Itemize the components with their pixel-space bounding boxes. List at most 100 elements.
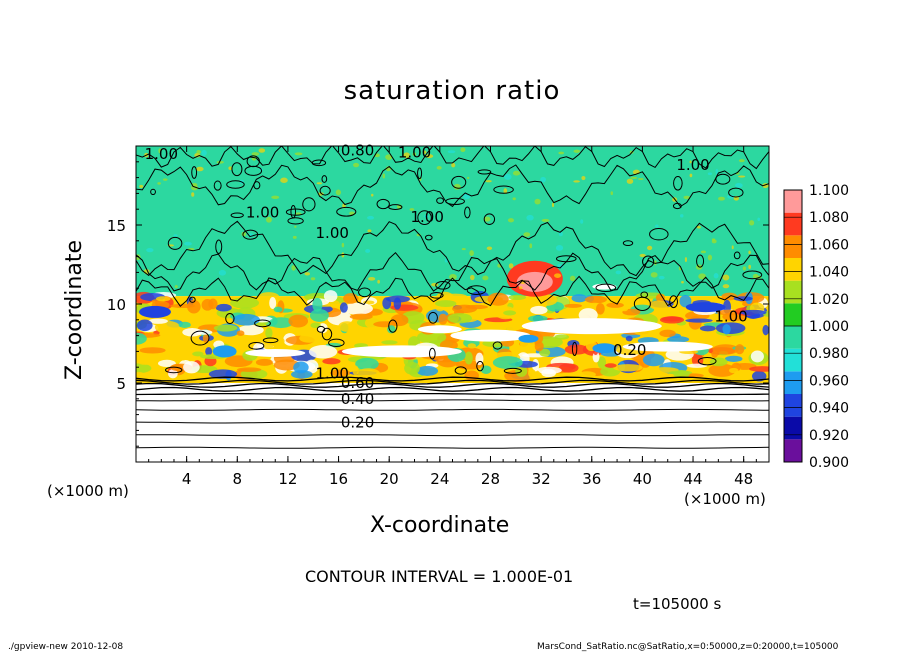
y-tick-label: 15 (107, 217, 126, 235)
field-blob (255, 358, 273, 366)
colorbar-swatch (784, 258, 802, 281)
contour-label: 1.00 (410, 208, 443, 226)
field-blob (310, 322, 321, 329)
colorbar-swatch (784, 280, 802, 304)
field-speckle (371, 193, 374, 197)
contour-line (136, 146, 769, 170)
field-speckle (518, 286, 523, 290)
field-speckle (174, 285, 178, 289)
field-speckle (310, 277, 316, 281)
field-blob (748, 321, 766, 328)
field-speckle (554, 273, 562, 278)
contour-closed (492, 341, 503, 350)
colorbar-swatch (784, 326, 802, 349)
field-speckle (485, 180, 492, 183)
contour-closed (429, 291, 444, 299)
field-blob (170, 303, 196, 309)
contour-closed (230, 212, 244, 219)
contour-closed (244, 165, 263, 176)
field-speckle (529, 243, 533, 249)
contour-closed (493, 185, 514, 194)
field-speckle (757, 217, 761, 222)
contour-label: 0.60 (341, 374, 374, 392)
field-blob (728, 367, 739, 374)
field-speckle (423, 214, 429, 218)
field-dry-patch (518, 334, 539, 343)
footer-left: ./gpview-new 2010-12-08 (8, 642, 124, 652)
field-speckle (507, 218, 514, 223)
contour-closed (262, 337, 279, 344)
x-axis-label: X-coordinate (370, 513, 510, 538)
contour-closed (231, 162, 243, 177)
field-speckle (512, 197, 516, 201)
contour-closed (673, 176, 683, 191)
contour-closed (321, 327, 333, 341)
field-blob (356, 368, 381, 379)
field-blob (564, 303, 582, 308)
x-tick-label: 28 (481, 470, 500, 488)
field-blob (136, 319, 153, 332)
field-blob (605, 334, 623, 339)
field-blob (528, 315, 548, 323)
field-blob (503, 310, 517, 316)
contour-line (136, 446, 769, 449)
field-speckle (483, 216, 491, 222)
field-speckle (626, 178, 634, 184)
contour-line (136, 399, 769, 402)
field-blob (597, 356, 607, 369)
contour-closed (388, 319, 398, 333)
colorbar-swatch (784, 190, 802, 213)
field-blob (571, 294, 588, 303)
field-speckle (637, 177, 644, 181)
field-speckle (367, 229, 372, 233)
contour-closed (555, 255, 577, 263)
field-blob (751, 370, 767, 382)
field-speckle (294, 225, 297, 228)
field-speckle (752, 273, 759, 279)
contour-closed (669, 295, 678, 309)
field-blob (606, 302, 624, 308)
field-blob (304, 359, 319, 374)
contour-closed (189, 296, 196, 303)
field-blob (709, 357, 728, 367)
contour-line (136, 408, 769, 411)
field-blob (659, 329, 676, 338)
field-speckle (196, 149, 201, 154)
field-blob (667, 336, 690, 343)
contour-closed (622, 240, 634, 246)
field-speckle (523, 232, 531, 237)
contour-closed (287, 217, 304, 225)
y-tick-label: 5 (116, 375, 126, 393)
field-speckle (722, 274, 730, 281)
field-blob (475, 352, 484, 366)
contour-line (136, 434, 769, 437)
contour-closed (642, 255, 655, 268)
contour-label: 1.00 (316, 365, 349, 383)
contour-label: 1.00 (676, 156, 709, 174)
contour-lines (136, 146, 769, 449)
contour-line (136, 392, 769, 396)
field-blob (137, 359, 153, 365)
field-speckle (422, 150, 427, 154)
field-blob (136, 371, 146, 379)
field-blob (136, 363, 152, 374)
colorbar-swatch (784, 371, 802, 394)
field-speckle (353, 162, 360, 168)
contour-label: 0.40 (341, 390, 374, 408)
field-blob (236, 330, 245, 336)
field-speckle (718, 196, 725, 201)
field-blob (349, 313, 373, 320)
field-speckle (698, 273, 707, 280)
contour-closed (571, 341, 578, 356)
field-blob (578, 371, 596, 378)
field-blob (366, 336, 376, 342)
field-blob (435, 300, 457, 308)
field-speckle (266, 216, 272, 223)
field-speckle (689, 160, 692, 164)
contour-closed (165, 366, 183, 374)
field-speckle (251, 152, 260, 156)
contour-closed (316, 325, 326, 333)
field-clear-band (341, 345, 462, 358)
y-axis-label: Z-coordinate (62, 170, 87, 380)
